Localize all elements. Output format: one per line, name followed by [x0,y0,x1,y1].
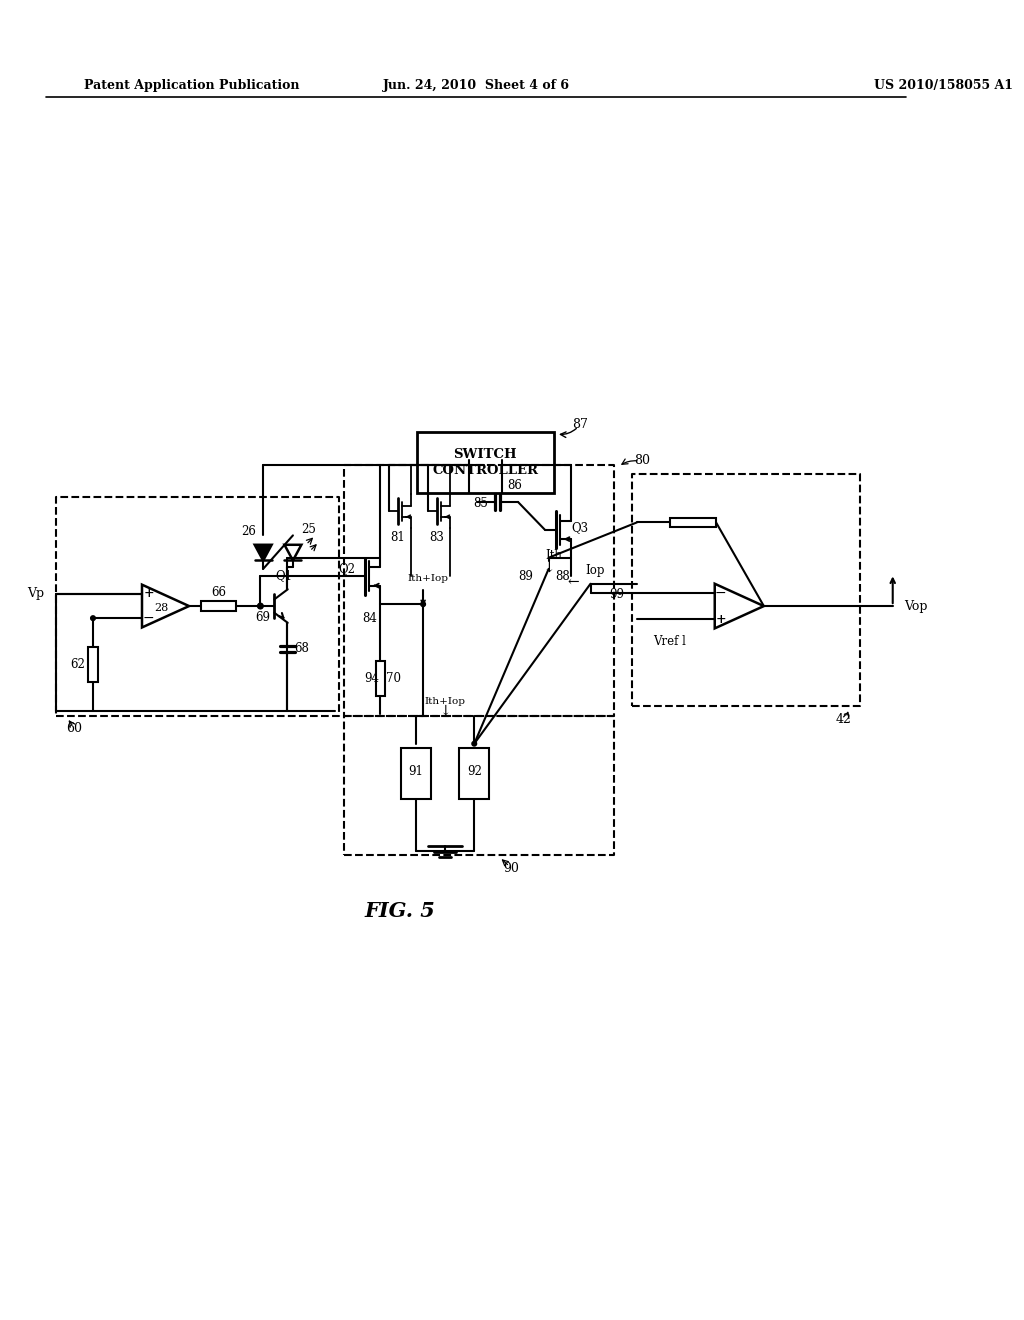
Text: +: + [143,587,154,601]
Text: 66: 66 [211,586,226,598]
Text: Vop: Vop [904,599,928,612]
Text: 88: 88 [555,570,570,583]
Text: Patent Application Publication: Patent Application Publication [84,79,299,92]
Bar [201,602,237,611]
Circle shape [91,616,95,620]
Text: 42: 42 [836,713,851,726]
Bar [460,748,489,800]
Text: 94: 94 [365,672,380,685]
Text: 69: 69 [256,611,270,624]
Text: 85: 85 [473,498,488,511]
Text: ↓: ↓ [543,562,555,576]
Text: −: − [715,586,726,601]
Text: Q1: Q1 [275,569,292,582]
Text: 89: 89 [518,570,532,583]
Text: 99: 99 [609,589,624,602]
Text: 83: 83 [430,531,444,544]
Text: ↓: ↓ [439,704,451,718]
Text: US 2010/158055 A1: US 2010/158055 A1 [874,79,1013,92]
Bar [417,432,554,492]
Text: 91: 91 [409,766,423,777]
Text: Iop: Iop [586,564,605,577]
Text: Q3: Q3 [571,521,589,535]
Text: 25: 25 [301,523,316,536]
Text: ←: ← [568,576,580,589]
Text: 92: 92 [467,766,481,777]
Text: −: − [143,611,155,626]
Text: 68: 68 [294,643,308,655]
Text: 81: 81 [390,531,406,544]
Text: FIG. 5: FIG. 5 [365,902,435,921]
Text: Ith+Iop: Ith+Iop [408,574,449,582]
Bar [400,748,430,800]
Circle shape [258,603,263,609]
Text: Ith: Ith [545,549,562,562]
Text: Q2: Q2 [338,562,355,576]
Text: 60: 60 [67,722,82,735]
Circle shape [258,603,263,609]
Text: 26: 26 [241,525,256,539]
Bar [670,517,716,527]
Text: Vref l: Vref l [653,635,686,648]
Text: Jun. 24, 2010  Sheet 4 of 6: Jun. 24, 2010 Sheet 4 of 6 [383,79,569,92]
Polygon shape [255,545,271,561]
Text: 84: 84 [362,611,378,624]
Text: SWITCH: SWITCH [454,447,517,461]
Circle shape [421,602,425,606]
Text: 80: 80 [634,454,649,466]
Text: Ith+Iop: Ith+Iop [425,697,466,706]
Bar [88,647,97,682]
Text: 86: 86 [507,479,521,491]
Bar [376,661,385,696]
Text: 87: 87 [572,418,588,432]
Text: 70: 70 [386,672,400,685]
Text: +: + [716,612,726,626]
Text: 62: 62 [71,659,86,671]
Text: 90: 90 [504,862,519,875]
Circle shape [472,742,476,746]
Text: Vp: Vp [28,587,45,601]
Text: CONTROLLER: CONTROLLER [432,465,539,478]
Text: 28: 28 [154,603,168,612]
